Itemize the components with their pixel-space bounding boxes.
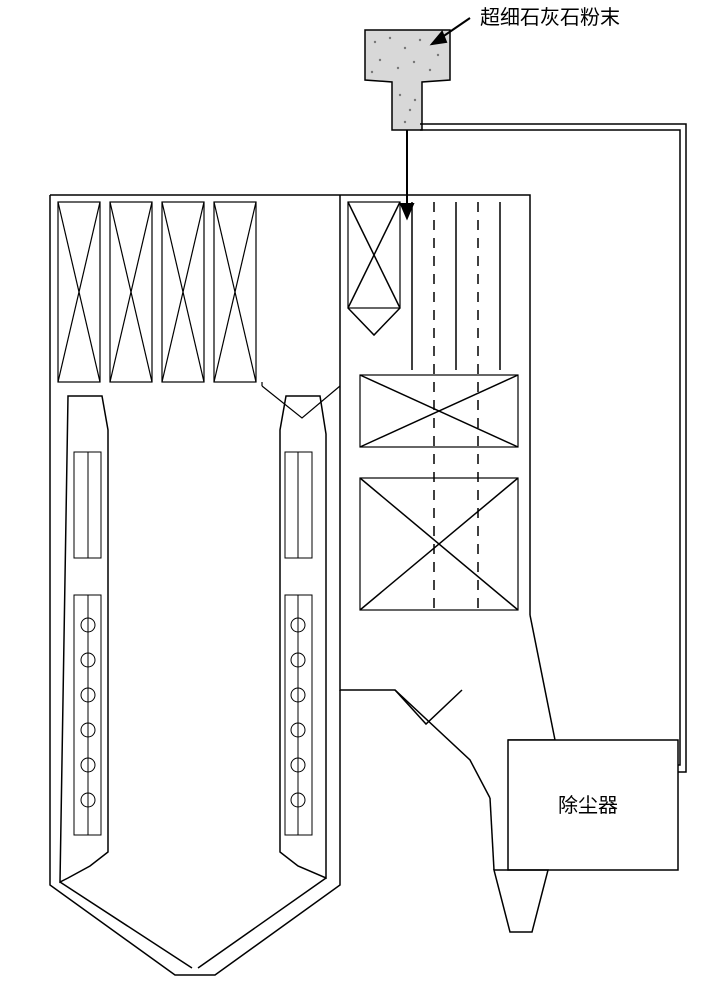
x-box bbox=[162, 202, 204, 382]
dust-collector-label: 除尘器 bbox=[558, 794, 618, 817]
x-box bbox=[58, 202, 100, 382]
dust-collector: 除尘器 bbox=[490, 740, 678, 932]
mid-deflector bbox=[262, 382, 340, 418]
x-box bbox=[110, 202, 152, 382]
convection-shaft bbox=[340, 195, 530, 615]
flow-arrow-down bbox=[401, 130, 413, 218]
hopper bbox=[365, 30, 450, 130]
transfer-pipe bbox=[420, 124, 686, 772]
burner-panels bbox=[74, 452, 312, 835]
superheater-boxes bbox=[58, 202, 256, 382]
hopper-label: 超细石灰石粉末 bbox=[480, 6, 620, 29]
x-box bbox=[214, 202, 256, 382]
boiler-furnace bbox=[50, 195, 340, 975]
diagram-root: 超细石灰石粉末 bbox=[0, 0, 716, 1000]
